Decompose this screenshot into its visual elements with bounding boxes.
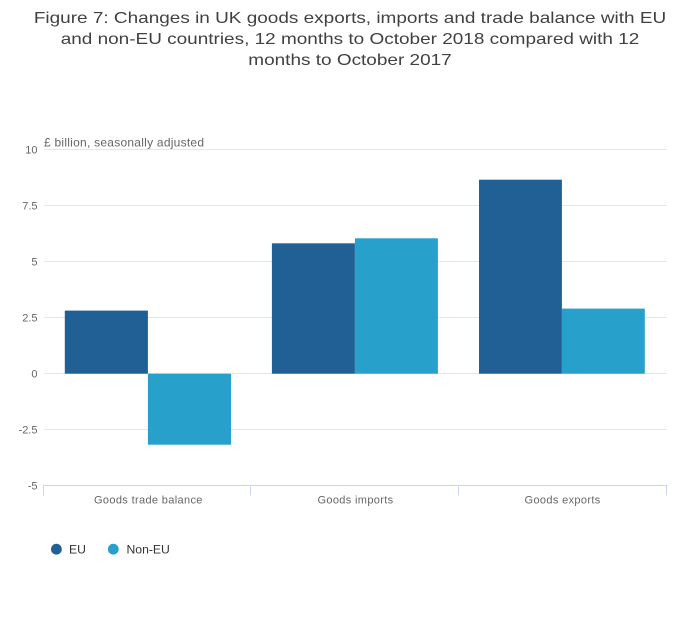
svg-text:Goods imports: Goods imports: [317, 495, 393, 507]
svg-text:0: 0: [31, 369, 37, 381]
svg-text:EU: EU: [69, 543, 86, 557]
svg-text:7.5: 7.5: [22, 201, 37, 213]
svg-text:Goods exports: Goods exports: [525, 495, 601, 507]
svg-text:2.5: 2.5: [22, 313, 37, 325]
svg-text:-2.5: -2.5: [19, 425, 38, 437]
svg-text:Goods trade balance: Goods trade balance: [94, 495, 203, 507]
svg-text:Non-EU: Non-EU: [127, 543, 170, 557]
svg-text:-5: -5: [28, 481, 38, 493]
svg-text:£ billion, seasonally adjusted: £ billion, seasonally adjusted: [44, 136, 204, 150]
svg-text:5: 5: [31, 257, 37, 269]
svg-text:10: 10: [25, 145, 37, 157]
